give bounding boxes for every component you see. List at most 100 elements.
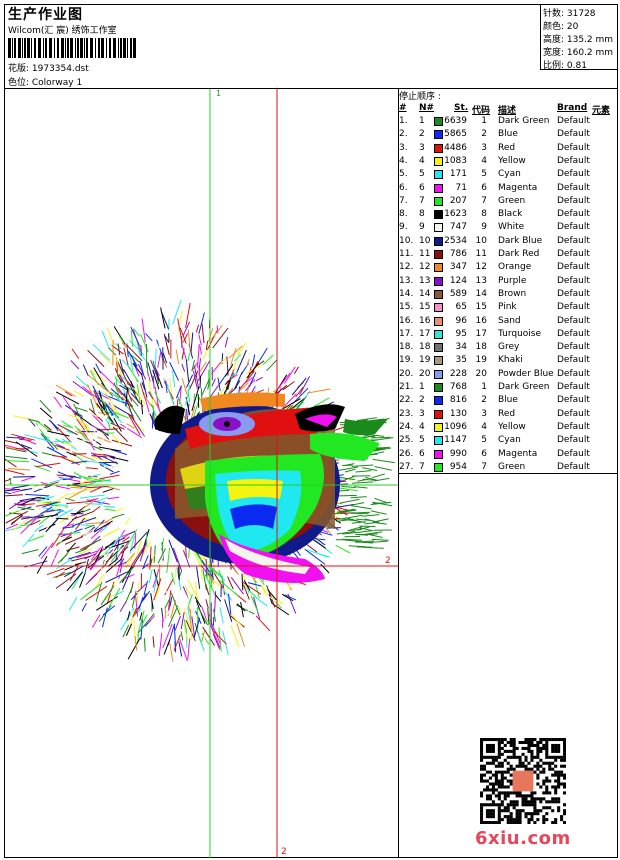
table-row: 3. 3 4486 3 Red Default (399, 142, 618, 155)
col-header-brand: Brand (557, 103, 588, 113)
thread-brand: Default (557, 395, 590, 406)
color-description: Turquoise (498, 328, 542, 339)
table-row: 9. 9 747 9 White Default (399, 221, 618, 234)
needle-number: 12 (419, 262, 431, 273)
thread-color-swatch (434, 223, 443, 233)
thread-brand: Default (557, 448, 590, 459)
stitch-count: 针数: 31728 (543, 9, 596, 19)
row-number: 10. (399, 235, 414, 246)
row-number: 26. (399, 448, 414, 459)
stitch-count: 2534 (444, 235, 467, 246)
color-code: 4 (481, 155, 487, 166)
row-number: 23. (399, 408, 414, 419)
table-row: 8. 8 1623 8 Black Default (399, 208, 618, 221)
needle-number: 5 (419, 169, 425, 180)
stitch-count: 96 (455, 315, 467, 326)
color-code: 9 (481, 222, 487, 233)
table-row: 21. 1 768 1 Dark Green Default (399, 381, 618, 394)
thread-brand: Default (557, 355, 590, 366)
stitch-count: 5865 (444, 129, 467, 140)
needle-number: 20 (419, 368, 431, 379)
col-header-element: 元素 (592, 106, 611, 116)
needle-number: 3 (419, 142, 425, 153)
color-description: Blue (498, 129, 518, 140)
table-row: 11. 11 786 11 Dark Red Default (399, 248, 618, 261)
needle-number: 9 (419, 222, 425, 233)
color-code: 2 (481, 129, 487, 140)
stitch-count: 171 (449, 169, 467, 180)
col-header-code: 代码 (472, 106, 491, 116)
thread-brand: Default (557, 182, 590, 193)
color-code: 3 (481, 142, 487, 153)
sheet-frame (4, 4, 618, 858)
color-description: Khaki (498, 355, 523, 366)
color-description: Powder Blue (498, 368, 554, 379)
table-row: 18. 18 34 18 Grey Default (399, 341, 618, 354)
thread-color-swatch (434, 449, 443, 459)
thread-brand: Default (557, 249, 590, 259)
watermark-logo: 6xiu.com (475, 828, 571, 849)
thread-color-swatch (434, 329, 443, 339)
color-code: 10 (475, 235, 487, 246)
color-code: 19 (475, 355, 487, 366)
col-header-desc: 描述 (498, 106, 517, 116)
thread-brand: Default (557, 262, 590, 273)
col-header-n: N# (419, 103, 435, 113)
needle-number: 7 (419, 195, 425, 206)
table-row: 15. 15 65 15 Pink Default (399, 301, 618, 314)
thread-color-swatch (434, 303, 443, 313)
table-row: 19. 19 35 19 Khaki Default (399, 354, 618, 367)
guide-label-left: 1 (8, 477, 14, 486)
thread-brand: Default (557, 421, 590, 432)
color-count: 颜色: 20 (543, 22, 579, 32)
stitch-count: 1147 (444, 435, 467, 446)
stitch-count: 130 (449, 408, 467, 419)
col-header-num: # (399, 103, 407, 113)
needle-number: 2 (419, 129, 425, 140)
stitch-count: 990 (449, 448, 467, 459)
thread-brand: Default (557, 408, 590, 419)
color-description: White (498, 222, 525, 233)
qr-code (480, 738, 567, 825)
color-code: 14 (475, 288, 487, 299)
color-description: Purple (498, 275, 527, 286)
color-description: Grey (498, 342, 520, 353)
stop-sequence-table: 停止顺序 : # N# St. 代码 描述 Brand 元素 1. 1 6639 1 D… (399, 89, 618, 473)
thread-brand: Default (557, 142, 590, 153)
needle-number: 14 (419, 288, 431, 299)
thread-brand: Default (557, 382, 590, 392)
table-title: 停止顺序 : (399, 92, 441, 102)
thread-brand: Default (557, 435, 590, 446)
row-number: 19. (399, 355, 414, 366)
color-description: Red (498, 408, 516, 419)
color-code: 7 (481, 195, 487, 206)
stitch-count: 34 (455, 342, 467, 353)
table-row: 26. 6 990 6 Magenta Default (399, 448, 618, 461)
color-code: 7 (481, 461, 487, 472)
thread-color-swatch (434, 143, 443, 153)
thread-brand: Default (557, 129, 590, 140)
color-description: Green (498, 195, 526, 206)
color-code: 2 (481, 395, 487, 406)
col-header-stitches: St. (454, 103, 469, 113)
color-description: Orange (498, 262, 532, 273)
color-code: 20 (475, 368, 487, 379)
needle-number: 4 (419, 155, 425, 166)
stitch-count: 65 (455, 302, 467, 313)
thread-color-swatch (434, 117, 443, 126)
table-row: 1. 1 6639 1 Dark Green Default (399, 115, 618, 128)
needle-number: 2 (419, 395, 425, 406)
needle-number: 1 (419, 116, 425, 126)
row-number: 2. (399, 129, 408, 140)
thread-color-swatch (434, 343, 443, 353)
thread-color-swatch (434, 422, 443, 432)
stitch-count: 35 (455, 355, 467, 366)
thread-brand: Default (557, 195, 590, 206)
color-description: Dark Green (498, 116, 550, 126)
barcode (8, 38, 138, 58)
stitch-count: 589 (449, 288, 467, 299)
color-description: Yellow (498, 421, 526, 432)
row-number: 14. (399, 288, 414, 299)
stitch-count: 124 (449, 275, 467, 286)
thread-brand: Default (557, 368, 590, 379)
